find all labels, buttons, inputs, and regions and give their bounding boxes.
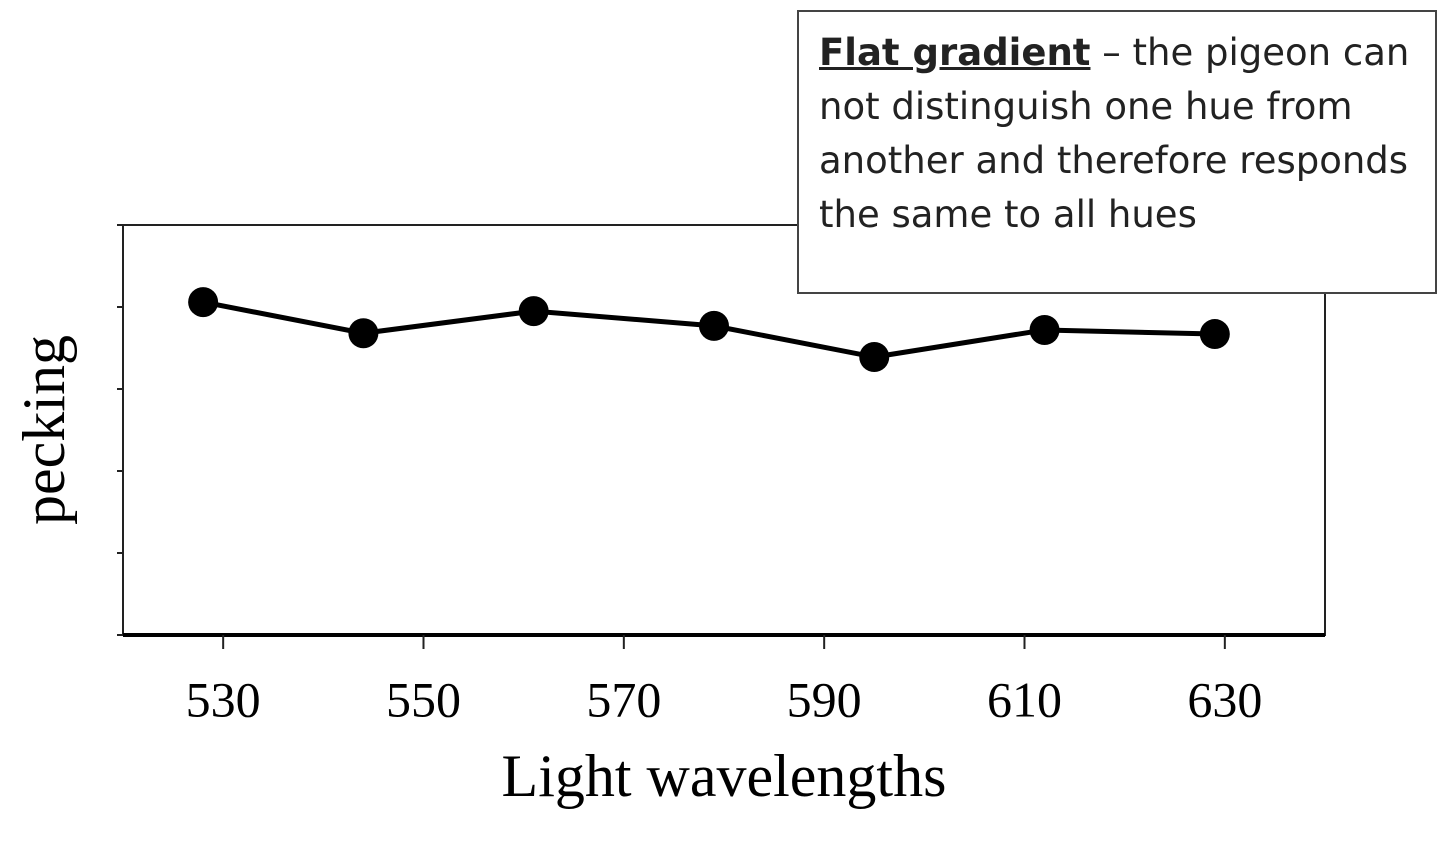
data-point xyxy=(518,296,549,327)
x-axis-title: Light wavelengths xyxy=(502,743,947,809)
x-tick-label: 570 xyxy=(586,671,661,727)
data-point xyxy=(1029,314,1060,345)
data-point xyxy=(188,287,219,318)
x-tick-label: 630 xyxy=(1187,671,1262,727)
x-tick-label: 550 xyxy=(386,671,461,727)
annotation-text: – the pigeon can not distinguish one hue… xyxy=(819,31,1410,236)
data-point xyxy=(859,342,890,373)
y-axis-title: pecking xyxy=(11,335,77,525)
x-tick-label: 530 xyxy=(186,671,261,727)
data-point xyxy=(698,310,729,341)
x-tick-label: 590 xyxy=(787,671,862,727)
annotation: Flat gradient – the pigeon can not disti… xyxy=(797,10,1437,294)
data-point xyxy=(348,318,379,349)
annotation-heading: Flat gradient xyxy=(819,31,1091,74)
data-point xyxy=(1199,319,1230,350)
x-tick-label: 610 xyxy=(987,671,1062,727)
